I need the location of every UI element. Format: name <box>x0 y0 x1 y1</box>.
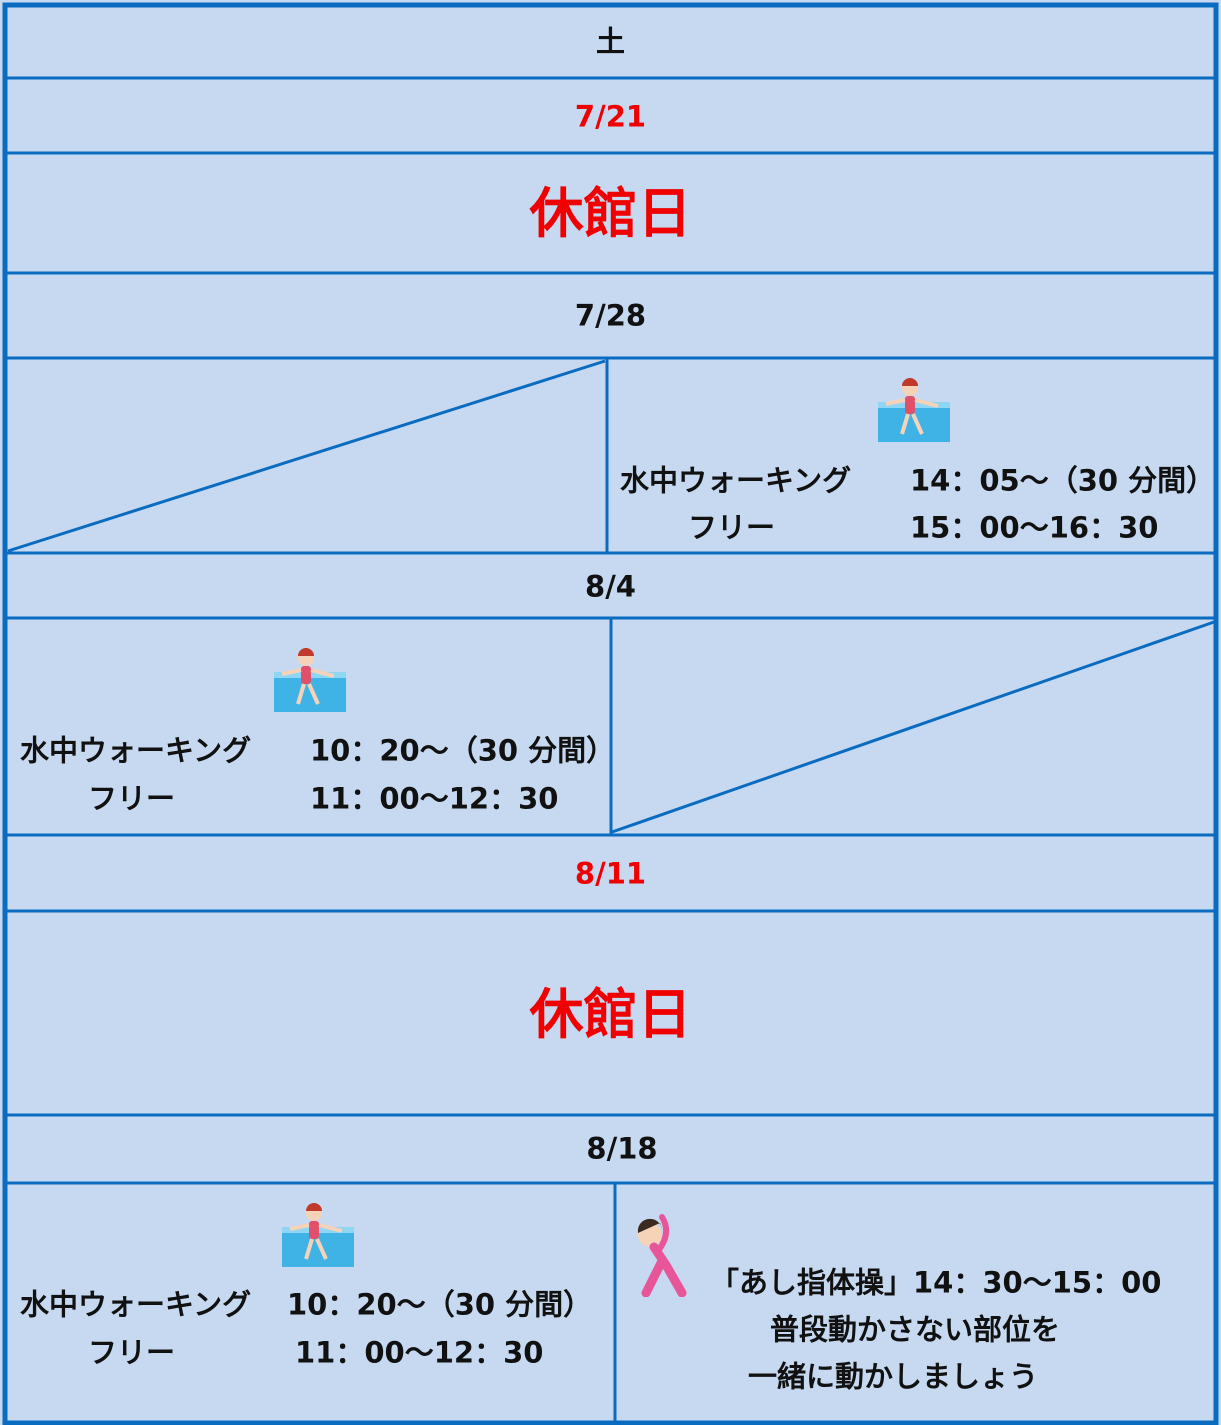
swimmer-icon <box>282 1203 354 1267</box>
swimmer-icon <box>274 648 346 712</box>
program-name: フリー <box>88 1335 176 1370</box>
date: 8/11 <box>574 856 647 891</box>
program-name: 水中ウォーキング <box>20 733 252 768</box>
date: 8/18 <box>586 1131 658 1166</box>
closed-label: 休館日 <box>529 182 692 245</box>
program-time: 10：20～（30 分間） <box>310 733 616 768</box>
program-time: 15：00～16：30 <box>910 510 1159 545</box>
exercise-icon <box>637 1214 687 1297</box>
date: 7/28 <box>574 298 647 333</box>
program-time: 11：00～12：30 <box>295 1335 544 1370</box>
program-time: 14：05～（30 分間） <box>910 463 1216 498</box>
program-time: 11：00～12：30 <box>310 781 559 816</box>
day-header: 土 <box>595 24 625 59</box>
program-time: 10：20～（30 分間） <box>287 1287 593 1322</box>
program-name: 水中ウォーキング <box>620 463 852 498</box>
program-name: フリー <box>88 781 176 816</box>
class-title: 「あし指体操」14：30～15：00 <box>710 1265 1162 1300</box>
closed-label: 休館日 <box>529 983 692 1046</box>
swimmer-icon <box>878 378 950 442</box>
class-note: 普段動かさない部位を <box>770 1312 1061 1347</box>
program-name: フリー <box>688 510 776 545</box>
date: 7/21 <box>574 99 647 134</box>
class-note: 一緒に動かしましょう <box>748 1359 1039 1394</box>
program-name: 水中ウォーキング <box>20 1287 252 1322</box>
date: 8/4 <box>585 569 636 604</box>
